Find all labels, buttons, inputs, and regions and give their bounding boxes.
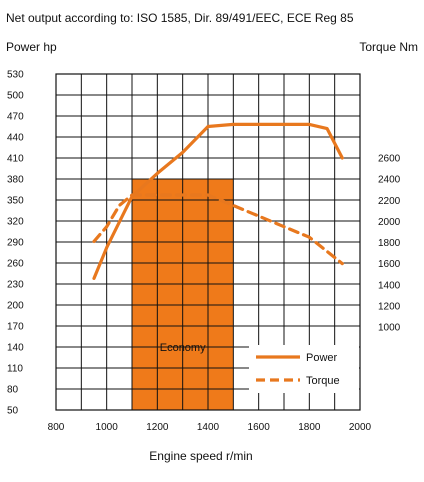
y-right-tick-label: 1000 — [378, 323, 401, 334]
x-tick-label: 1200 — [146, 422, 169, 433]
y-left-tick-label: 50 — [7, 406, 19, 417]
x-axis-label: Engine speed r/min — [149, 449, 252, 463]
right-axis-label: Torque Nm — [359, 40, 418, 54]
y-left-tick-label: 80 — [7, 385, 19, 396]
x-tick-label: 1600 — [248, 422, 271, 433]
y-right-tick-label: 1400 — [378, 280, 401, 291]
plot-frame — [55, 73, 361, 411]
y-right-tick-label: 2600 — [378, 154, 401, 165]
y-left-tick-label: 260 — [7, 259, 24, 270]
y-left-tick-label: 140 — [7, 343, 24, 354]
series-line-torque — [92, 193, 344, 266]
series-lines — [92, 122, 344, 280]
x-tick-label: 1400 — [197, 422, 220, 433]
y-right-tick-label: 1800 — [378, 238, 401, 249]
y-right-tick-label: 1200 — [378, 301, 401, 312]
legend-label-power: Power — [306, 352, 338, 364]
x-tick-label: 2000 — [349, 422, 372, 433]
legend-label-torque: Torque — [306, 375, 340, 387]
y-left-tick-label: 200 — [7, 301, 24, 312]
y-left-tick-label: 290 — [7, 238, 24, 249]
y-left-tick-label: 350 — [7, 196, 24, 207]
y-right-tick-label: 2200 — [378, 196, 401, 207]
y-left-tick-label: 470 — [7, 112, 24, 123]
x-tick-label: 1000 — [96, 422, 119, 433]
y-left-tick-label: 530 — [7, 70, 24, 81]
left-axis-label: Power hp — [6, 40, 57, 54]
y-right-tick-label: 1600 — [378, 259, 401, 270]
chart-title: Net output according to: ISO 1585, Dir. … — [6, 11, 354, 25]
y-right-tick-label: 2400 — [378, 175, 401, 186]
chart-legend: Power Torque — [249, 345, 359, 393]
y-left-tick-label: 440 — [7, 133, 24, 144]
y-left-tick-label: 230 — [7, 280, 24, 291]
y-left-tick-label: 380 — [7, 175, 24, 186]
y-left-tick-label: 410 — [7, 154, 24, 165]
y-left-tick-label: 320 — [7, 217, 24, 228]
axis-ticks: 800 1000 1200 1400 1600 1800 2000 530 500 470 440 4… — [7, 70, 401, 434]
y-right-tick-label: 2000 — [378, 217, 401, 228]
y-left-tick-label: 170 — [7, 322, 24, 333]
x-tick-label: 1800 — [298, 422, 321, 433]
x-tick-label: 800 — [48, 422, 65, 433]
legend-box — [249, 345, 359, 393]
y-left-tick-label: 500 — [7, 91, 24, 102]
y-left-tick-label: 110 — [7, 364, 23, 375]
series-line-power — [92, 122, 344, 280]
